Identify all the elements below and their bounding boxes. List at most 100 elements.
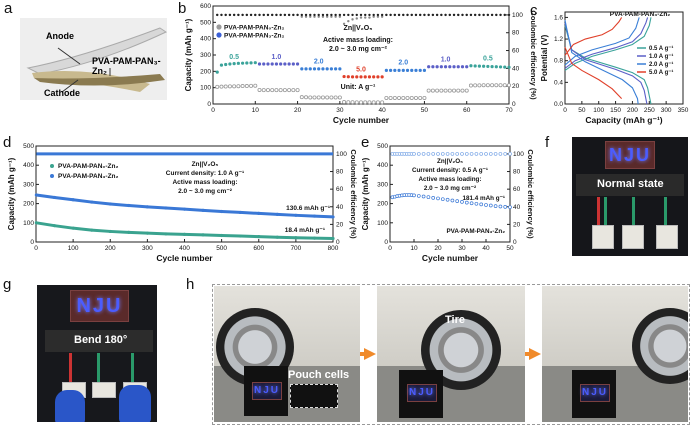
- pan0-capacity-point: [418, 95, 423, 100]
- pan3-ce-point: [503, 13, 506, 17]
- rate-label: 1.0: [441, 56, 451, 63]
- pan3-ce-point: [232, 13, 236, 17]
- y2-tick-label: 80: [336, 169, 344, 176]
- ce-point: [455, 152, 460, 156]
- pan3-capacity-point: [331, 215, 335, 219]
- capacity-point: [484, 203, 488, 207]
- pan0-capacity-point: [299, 95, 304, 100]
- pan3-capacity-point: [427, 65, 431, 69]
- legend-label-pan3: PVA-PAM-PAN₃-Zn₂: [224, 33, 285, 40]
- pan0-capacity-point: [363, 100, 368, 105]
- tire-label: Tire: [445, 314, 465, 326]
- pan3-ce-point: [376, 13, 380, 17]
- pan3-capacity-point: [359, 75, 363, 79]
- pan3-capacity-point: [384, 68, 388, 72]
- pan3-capacity-point: [249, 61, 253, 65]
- y-tick-label: 100: [200, 85, 211, 92]
- y2-tick-label: 0: [336, 239, 340, 246]
- y-tick-label: 0: [30, 239, 34, 246]
- pan0-capacity-point: [485, 83, 490, 88]
- pan3-capacity-point: [460, 65, 465, 69]
- pan3-capacity-point: [490, 64, 494, 69]
- pan3-ce-point: [325, 13, 329, 17]
- pan0-capacity-point: [342, 100, 347, 105]
- ce-point: [464, 152, 469, 156]
- photo-before-rolling: NJU Pouch cells: [214, 286, 360, 422]
- charge-curve: [564, 17, 640, 66]
- ce-point: [421, 152, 426, 156]
- y-tick-label: 500: [200, 19, 211, 26]
- pan0-capacity-point: [405, 95, 410, 100]
- y-axis-title: Capacity (mAh g⁻¹): [184, 18, 193, 91]
- capacity-point: [469, 201, 474, 206]
- x-tick-label: 10: [252, 107, 260, 114]
- pan3-ce-point: [482, 13, 485, 17]
- capacity-point: [440, 197, 445, 202]
- capacity-point: [416, 194, 421, 198]
- pan3-ce-point: [249, 13, 253, 17]
- x-tick-label: 0: [34, 245, 38, 252]
- pan0-capacity-point: [375, 100, 380, 105]
- x-tick-label: 60: [463, 107, 471, 114]
- pan3-ce-point: [351, 13, 354, 17]
- y-axis-title: Potential (V): [540, 34, 549, 81]
- arrow-shaft: [360, 352, 366, 356]
- y-tick-label: 500: [377, 143, 388, 150]
- led-board: NJU: [407, 384, 437, 402]
- x-tick-label: 30: [458, 245, 466, 252]
- green-clip: [131, 353, 134, 383]
- pan3-capacity-point: [372, 75, 376, 79]
- pan0-capacity-point: [275, 235, 279, 239]
- pan3-capacity-point: [220, 209, 224, 214]
- pan3-ce-point: [241, 13, 244, 17]
- pan0-capacity-point: [227, 84, 232, 89]
- pan0-capacity-point: [304, 95, 309, 100]
- pan0-capacity-point: [145, 231, 149, 235]
- pan0-ce-point: [321, 15, 325, 18]
- x-tick-label: 50: [578, 107, 586, 114]
- panel-label-f: f: [545, 134, 550, 151]
- pan3-ce-point: [313, 13, 316, 17]
- pan3-capacity-point: [241, 61, 245, 65]
- pan0-capacity-point: [329, 95, 334, 100]
- x-tick-label: 50: [506, 245, 514, 252]
- y2-axis-title: Coulombic efficiency (%): [349, 149, 358, 239]
- ce-point: [498, 152, 503, 156]
- pan3-capacity-point: [304, 67, 308, 71]
- pan3-ce-point: [300, 13, 303, 17]
- photo-after-rolling: NJU: [542, 286, 688, 422]
- pan3-capacity-point: [294, 213, 298, 217]
- pan3-capacity-point: [279, 62, 283, 66]
- y-tick-label: 1.6: [554, 14, 563, 21]
- pan3-ce-point: [254, 13, 257, 17]
- x-tick-label: 200: [105, 245, 116, 252]
- pan3-capacity-point: [431, 65, 435, 69]
- y2-axis-title: Coulombic efficiency (%): [529, 10, 538, 100]
- pan3-ce-point: [499, 13, 502, 17]
- pan3-ce-point: [410, 13, 413, 17]
- pan3-capacity-point: [274, 62, 279, 66]
- capacity-point: [488, 203, 493, 208]
- pan0-capacity-point: [287, 88, 292, 93]
- pan3-ce-point: [435, 13, 439, 17]
- battery-schematic: Anode PVA-PAM-PAN₃-Zn₂ Cathode: [20, 18, 167, 100]
- y-tick-label: 300: [200, 52, 211, 59]
- pan0-capacity-point: [278, 88, 283, 93]
- annotation-loading-value: 2.0 ~ 3.0 mg cm⁻²: [329, 46, 388, 53]
- charge-curve: [564, 17, 623, 56]
- y2-tick-label: 100: [336, 151, 347, 158]
- pan3-ce-point: [368, 13, 371, 17]
- x-axis-title: Cycle number: [156, 253, 213, 263]
- pan3-ce-point: [334, 13, 337, 17]
- pan3-capacity-point: [283, 62, 287, 66]
- annotation-sample: PVA-PAM-PAN₃-Zn₂: [446, 228, 505, 235]
- pan3-ce-point: [473, 13, 477, 17]
- pan3-capacity-point: [257, 62, 262, 66]
- pan0-capacity-point: [325, 95, 330, 100]
- pan3-capacity-point: [376, 75, 380, 79]
- led-board: NJU: [252, 382, 282, 400]
- x-tick-label: 0: [211, 107, 215, 114]
- y-tick-label: 500: [23, 143, 34, 150]
- photo-bend-180: NJU Bend 180°: [37, 285, 157, 422]
- y-tick-label: 0.4: [554, 79, 563, 86]
